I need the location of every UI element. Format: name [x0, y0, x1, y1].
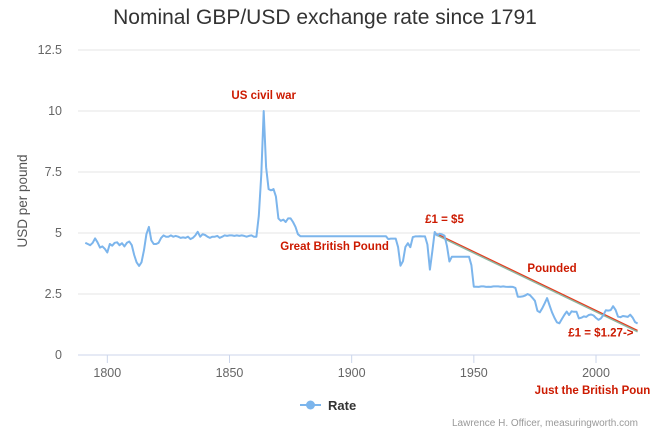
- x-tick-label: 1900: [338, 366, 366, 380]
- x-tick-label: 1950: [460, 366, 488, 380]
- annotation-label: £1 = $1.27->: [568, 328, 634, 340]
- chart-title: Nominal GBP/USD exchange rate since 1791: [113, 6, 537, 29]
- x-axis-ticks: 1800 1850 1900 1950 2000: [93, 355, 610, 380]
- y-axis-ticks: 0 2.5 5 7.5 10 12.5: [38, 43, 62, 362]
- trend-lines: [434, 232, 638, 333]
- legend[interactable]: Rate: [300, 398, 356, 413]
- x-tick-label: 1850: [216, 366, 244, 380]
- annotation-label: Great British Pound: [280, 241, 389, 253]
- y-tick-label: 7.5: [45, 165, 62, 179]
- x-tick-label: 1800: [93, 366, 121, 380]
- annotation-label: US civil war: [231, 90, 296, 102]
- x-tick-label: 2000: [582, 366, 610, 380]
- y-tick-label: 0: [55, 348, 62, 362]
- annotation-label: Pounded: [527, 263, 576, 275]
- y-tick-label: 10: [48, 104, 62, 118]
- y-tick-label: 2.5: [45, 287, 62, 301]
- series-line-rate[interactable]: [84, 110, 639, 325]
- y-axis-label: USD per pound: [15, 154, 30, 247]
- trend-line: [434, 233, 638, 333]
- annotation-label: £1 = $5: [425, 214, 464, 226]
- y-tick-label: 5: [55, 226, 62, 240]
- credits[interactable]: Lawrence H. Officer, measuringworth.com: [452, 418, 638, 429]
- legend-label: Rate: [328, 398, 356, 413]
- annotation-label: Just the British Pound: [535, 385, 650, 397]
- legend-marker: [306, 400, 315, 410]
- y-grid: [78, 49, 640, 295]
- trend-line: [434, 232, 638, 332]
- annotations: US civil war Great British Pound £1 = $5 Po…: [231, 90, 650, 397]
- y-tick-label: 12.5: [38, 43, 62, 57]
